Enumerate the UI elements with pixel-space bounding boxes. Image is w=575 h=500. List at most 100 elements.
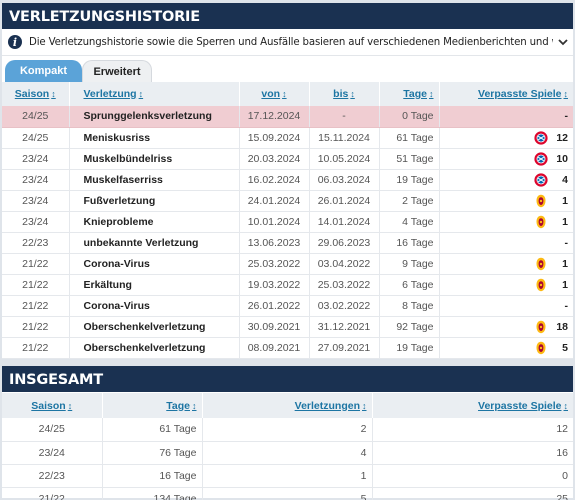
from-cell: 24.01.2024 [239,190,310,212]
season-cell: 21/22 [2,295,70,317]
injuries-cell: 1 [202,464,373,488]
bayern-crest-icon[interactable] [534,130,548,145]
injury-cell: Fußverletzung [69,190,240,212]
missed-games-cell: 5 [439,337,573,359]
sort-icon: ↕ [67,400,73,411]
missed-games-cell: 12 [372,418,573,442]
table-row: 24/25 Meniskusriss 15.09.2024 15.11.2024 61 … [2,127,573,149]
missed-games-value: 1 [562,194,568,207]
galatasaray-crest-icon[interactable] [534,278,548,292]
from-cell: 15.09.2024 [239,127,310,149]
days-cell: 0 Tage [379,106,440,128]
days-cell: 19 Tage [379,337,440,359]
injury-table: Saison ↕ Verletzung ↕ von ↕ bis ↕ Tage ↕ Verp… [2,82,573,359]
sort-icon: ↕ [138,89,144,99]
table-row: 21/22 Erkältung 19.03.2022 25.03.2022 6 Tage… [2,274,573,296]
galatasaray-crest-icon[interactable] [534,257,548,271]
table-row: 21/22 Oberschenkelverletzung 08.09.2021 27.… [2,337,573,359]
table-row: 21/22 Oberschenkelverletzung 30.09.2021 31.… [2,316,573,338]
missed-games-value: 1 [562,278,568,291]
col-header-season[interactable]: Saison ↕ [2,82,70,106]
info-icon: i [8,35,22,49]
from-cell: 17.12.2024 [239,106,310,128]
col-header-from[interactable]: von ↕ [239,82,310,106]
injury-cell: Erkältung [69,274,240,296]
days-cell: 134 Tage [102,487,203,500]
season-cell: 23/24 [2,169,70,191]
missed-games-cell: 16 [372,441,573,465]
missed-games-value: - [564,110,569,123]
days-cell: 51 Tage [379,148,440,170]
galatasaray-crest-icon[interactable] [534,320,548,334]
days-cell: 76 Tage [102,441,203,465]
from-cell: 30.09.2021 [239,316,310,338]
days-cell: 9 Tage [379,253,440,275]
col-header-missed-games[interactable]: Verpasste Spiele ↕ [372,393,573,418]
season-cell: 21/22 [2,487,103,500]
missed-games-cell: 1 [439,274,573,296]
until-cell: 25.03.2022 [309,274,380,296]
from-cell: 20.03.2024 [239,148,310,170]
summary-table: Saison ↕ Tage ↕ Verletzungen ↕ Verpasste Sp… [2,393,573,500]
missed-games-value: 18 [556,320,568,333]
col-header-injury[interactable]: Verletzung ↕ [69,82,240,106]
missed-games-value: 12 [556,131,568,144]
bayern-crest-icon[interactable] [534,172,548,187]
missed-games-cell: 0 [372,464,573,488]
injury-cell: Corona-Virus [69,253,240,275]
injury-cell: Oberschenkelverletzung [69,316,240,338]
injury-cell: Muskelfaserriss [69,169,240,191]
missed-games-cell: 25 [372,487,573,500]
view-tabs: Kompakt Erweitert [2,56,573,82]
season-cell: 22/23 [2,464,103,488]
from-cell: 19.03.2022 [239,274,310,296]
missed-games-value: 5 [562,341,568,354]
col-header-missed-games[interactable]: Verpasste Spiele ↕ [439,82,573,106]
col-header-until[interactable]: bis ↕ [309,82,380,106]
injury-cell: Oberschenkelverletzung [69,337,240,359]
info-bar[interactable]: i Die Verletzungshistorie sowie die Sper… [2,29,573,56]
from-cell: 13.06.2023 [239,232,310,254]
injury-cell: Muskelbündelriss [69,148,240,170]
missed-games-value: - [564,299,569,312]
from-cell: 16.02.2024 [239,169,310,191]
season-cell: 24/25 [2,418,103,442]
until-cell: 29.06.2023 [309,232,380,254]
tab-kompakt[interactable]: Kompakt [5,60,82,82]
table-row: 22/23 unbekannte Verletzung 13.06.2023 29.0… [2,232,573,254]
from-cell: 26.01.2022 [239,295,310,317]
col-header-season[interactable]: Saison ↕ [2,393,103,418]
bayern-crest-icon[interactable] [534,151,548,166]
galatasaray-crest-icon[interactable] [534,341,548,355]
col-header-days[interactable]: Tage ↕ [379,82,440,106]
table-row: 23/24 76 Tage 4 16 [2,441,573,465]
table-row: 24/25 Sprunggelenksverletzung 17.12.2024-0… [2,106,573,128]
missed-games-cell: 4 [439,169,573,191]
info-text: Die Verletzungshistorie sowie die Sperre… [29,36,553,48]
missed-games-cell: 12 [439,127,573,149]
days-cell: 16 Tage [102,464,203,488]
until-cell: 03.02.2022 [309,295,380,317]
missed-games-cell: - [439,106,573,128]
days-cell: 2 Tage [379,190,440,212]
days-cell: 92 Tage [379,316,440,338]
days-cell: 6 Tage [379,274,440,296]
col-header-injuries[interactable]: Verletzungen ↕ [202,393,373,418]
galatasaray-crest-icon[interactable] [534,215,548,229]
missed-games-value: 10 [556,152,568,165]
table-row: 23/24 Fußverletzung 24.01.2024 26.01.2024 2 … [2,190,573,212]
until-cell: 03.04.2022 [309,253,380,275]
sort-icon: ↕ [563,400,569,411]
sort-icon: ↕ [350,89,355,99]
season-cell: 24/25 [2,106,70,128]
injuries-cell: 5 [202,487,373,500]
injuries-cell: 4 [202,441,373,465]
from-cell: 25.03.2022 [239,253,310,275]
missed-games-cell: - [439,232,573,254]
table-row: 21/22 Corona-Virus 25.03.2022 03.04.2022 9 T… [2,253,573,275]
tab-erweitert[interactable]: Erweitert [82,60,152,82]
galatasaray-crest-icon[interactable] [534,194,548,208]
injury-cell: Knieprobleme [69,211,240,233]
chevron-down-icon[interactable] [553,35,573,49]
col-header-days[interactable]: Tage ↕ [102,393,203,418]
